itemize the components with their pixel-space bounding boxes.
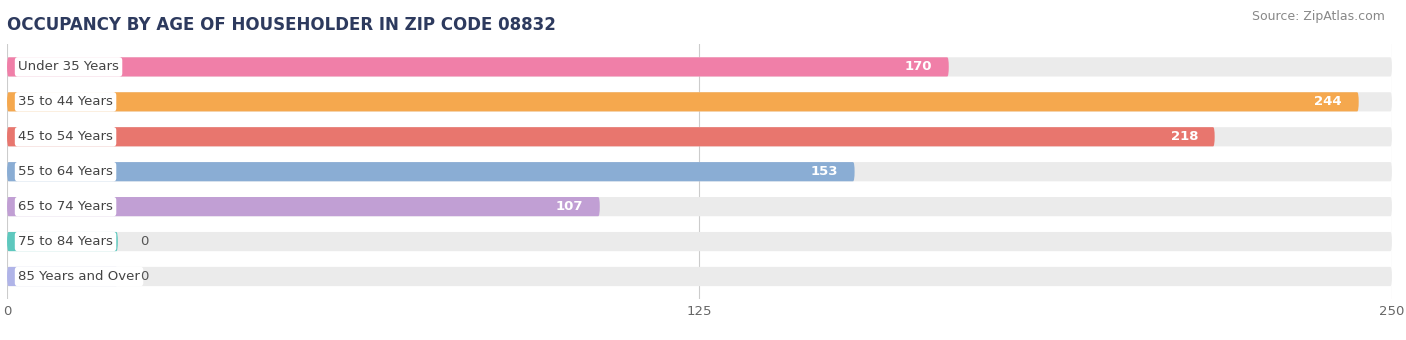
Text: 35 to 44 Years: 35 to 44 Years bbox=[18, 95, 112, 108]
FancyBboxPatch shape bbox=[7, 267, 1392, 286]
Text: 65 to 74 Years: 65 to 74 Years bbox=[18, 200, 112, 213]
FancyBboxPatch shape bbox=[7, 162, 1392, 181]
Text: 75 to 84 Years: 75 to 84 Years bbox=[18, 235, 112, 248]
Text: 170: 170 bbox=[904, 61, 932, 73]
FancyBboxPatch shape bbox=[7, 232, 118, 251]
Text: 107: 107 bbox=[555, 200, 583, 213]
FancyBboxPatch shape bbox=[7, 92, 1358, 112]
Text: 45 to 54 Years: 45 to 54 Years bbox=[18, 130, 112, 143]
Text: 244: 244 bbox=[1315, 95, 1343, 108]
FancyBboxPatch shape bbox=[7, 127, 1392, 147]
FancyBboxPatch shape bbox=[7, 127, 1215, 147]
FancyBboxPatch shape bbox=[7, 57, 1392, 76]
Text: 85 Years and Over: 85 Years and Over bbox=[18, 270, 141, 283]
Text: 218: 218 bbox=[1171, 130, 1198, 143]
Text: 0: 0 bbox=[141, 270, 149, 283]
Text: Source: ZipAtlas.com: Source: ZipAtlas.com bbox=[1251, 10, 1385, 23]
FancyBboxPatch shape bbox=[7, 92, 1392, 112]
FancyBboxPatch shape bbox=[7, 197, 600, 216]
FancyBboxPatch shape bbox=[7, 197, 1392, 216]
Text: 0: 0 bbox=[141, 235, 149, 248]
Text: OCCUPANCY BY AGE OF HOUSEHOLDER IN ZIP CODE 08832: OCCUPANCY BY AGE OF HOUSEHOLDER IN ZIP C… bbox=[7, 16, 555, 34]
FancyBboxPatch shape bbox=[7, 267, 118, 286]
Text: 153: 153 bbox=[810, 165, 838, 178]
FancyBboxPatch shape bbox=[7, 162, 855, 181]
Text: 55 to 64 Years: 55 to 64 Years bbox=[18, 165, 112, 178]
FancyBboxPatch shape bbox=[7, 232, 1392, 251]
Text: Under 35 Years: Under 35 Years bbox=[18, 61, 120, 73]
FancyBboxPatch shape bbox=[7, 57, 949, 76]
